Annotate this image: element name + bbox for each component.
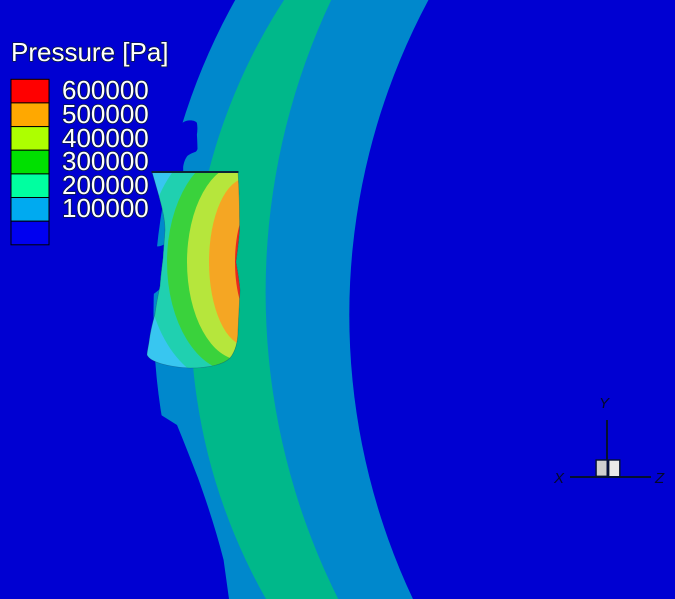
- svg-text:Y: Y: [599, 395, 610, 412]
- svg-text:X: X: [553, 470, 565, 487]
- svg-text:Pressure [Pa]: Pressure [Pa]: [11, 37, 169, 67]
- svg-text:Z: Z: [654, 470, 665, 487]
- svg-text:100000: 100000: [62, 193, 149, 223]
